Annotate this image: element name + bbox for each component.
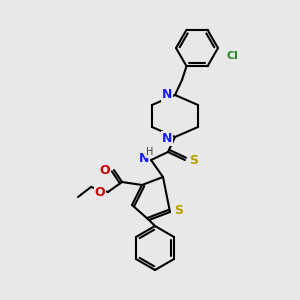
Text: S: S xyxy=(190,154,199,167)
Text: O: O xyxy=(100,164,110,176)
Text: Cl: Cl xyxy=(226,51,238,61)
Text: N: N xyxy=(162,131,172,145)
Text: H: H xyxy=(146,147,154,157)
Text: S: S xyxy=(175,205,184,218)
Text: N: N xyxy=(162,88,172,100)
Text: N: N xyxy=(139,152,149,166)
Text: O: O xyxy=(95,187,105,200)
